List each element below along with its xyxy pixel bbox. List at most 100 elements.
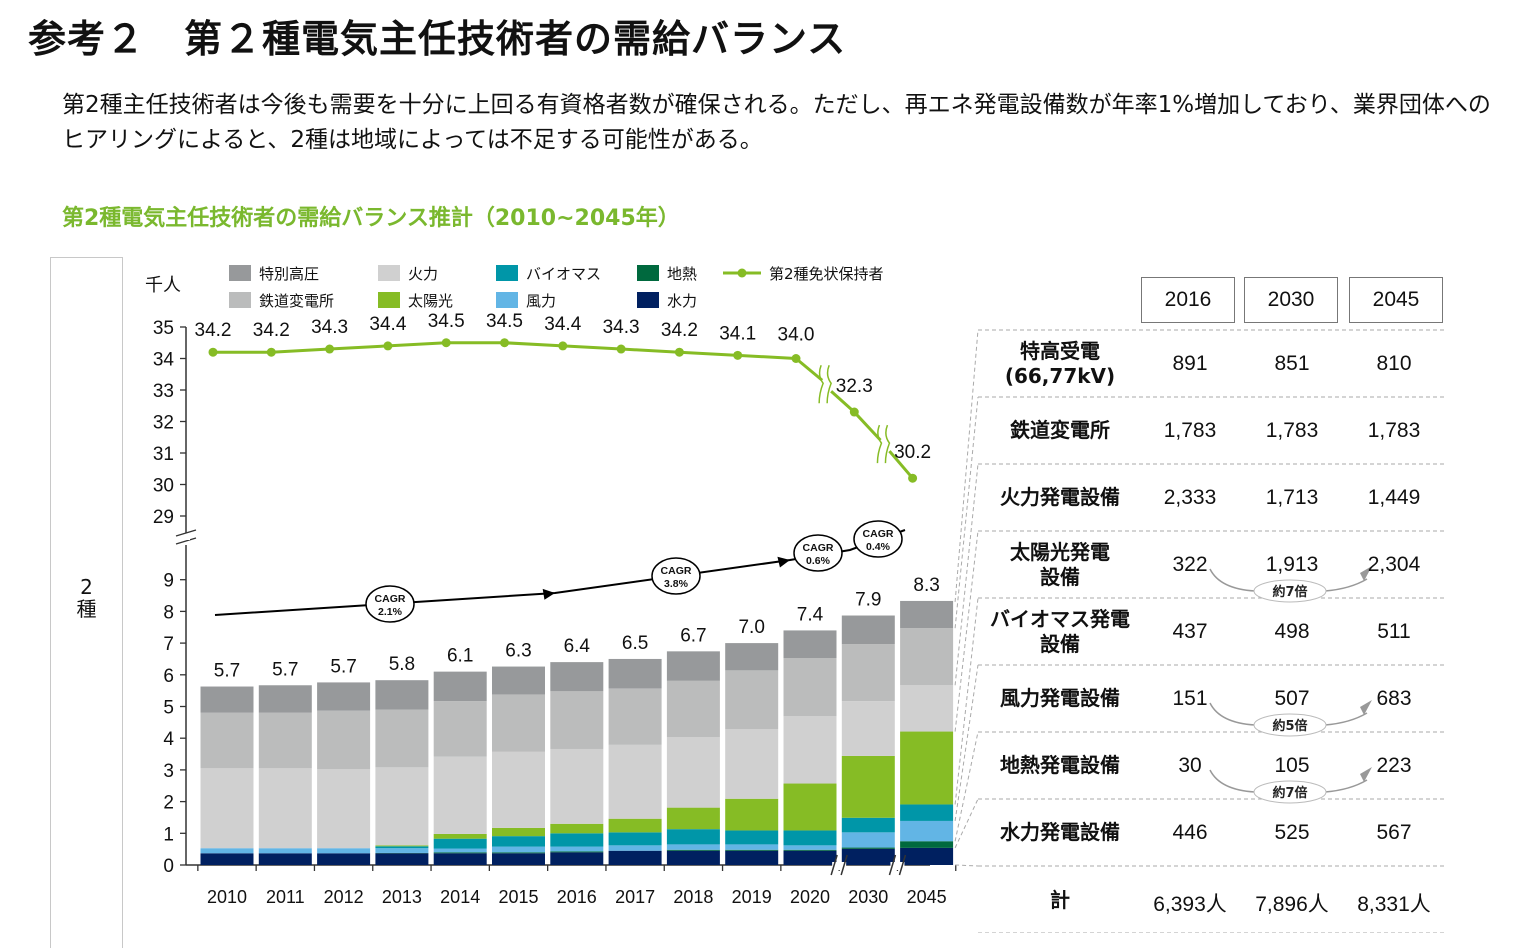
x-tick-label: 2020 [790, 887, 830, 907]
multiplier-label: 約7倍 [1272, 785, 1307, 801]
bar-segment-水力-2020 [784, 851, 837, 865]
line-break-mark [885, 425, 889, 463]
line-break-mark [877, 425, 881, 463]
bar-segment-風力-2018 [667, 844, 720, 849]
table-row-label: バイオマス発電 設備 [975, 607, 1145, 657]
bar-total-label: 8.3 [913, 575, 939, 596]
y-tick-label: 1 [163, 824, 174, 845]
line-point-2045 [908, 474, 917, 483]
cagr-value: 2.1% [378, 606, 403, 618]
bar-segment-鉄道変電所-2019 [725, 670, 778, 729]
bar-segment-風力-2045 [900, 821, 953, 841]
legend-swatch-水力 [637, 292, 659, 308]
bar-segment-風力-2013 [375, 848, 428, 853]
cagr-arrowhead [777, 555, 790, 568]
bar-segment-鉄道変電所-2045 [900, 628, 953, 685]
legend-swatch-バイオマス [496, 265, 518, 281]
bar-segment-風力-2017 [609, 845, 662, 850]
bar-segment-太陽光-2019 [725, 799, 778, 831]
bar-segment-風力-2012 [317, 848, 370, 853]
bar-segment-地熱-2014 [434, 852, 487, 853]
bar-segment-鉄道変電所-2016 [550, 691, 603, 749]
table-total-label: 計 [975, 888, 1145, 913]
bar-segment-火力-2045 [900, 685, 953, 731]
bar-total-label: 6.3 [505, 641, 531, 662]
bar-segment-風力-2014 [434, 849, 487, 853]
line-point-2014 [442, 338, 451, 347]
legend-label: 特別高圧 [259, 265, 319, 283]
bar-total-label: 7.9 [855, 590, 881, 611]
table-header-year: 2016 [1141, 277, 1235, 323]
bar-segment-火力-2010 [201, 768, 254, 848]
bar-total-label: 5.7 [272, 659, 298, 680]
table-cell: 511 [1344, 620, 1444, 644]
bar-segment-水力-2018 [667, 851, 720, 865]
bar-segment-火力-2016 [550, 749, 603, 824]
bar-segment-水力-2030 [842, 849, 895, 865]
table-cell: 322 [1140, 553, 1240, 577]
y-tick-label: 30 [153, 476, 174, 497]
y-tick-label: 4 [163, 729, 174, 750]
bar-segment-太陽光-2015 [492, 828, 545, 836]
bar-segment-太陽光-2045 [900, 732, 953, 805]
bar-segment-地熱-2018 [667, 850, 720, 851]
bar-segment-太陽光-2017 [609, 819, 662, 833]
y-tick-label: 33 [153, 381, 174, 402]
x-tick-label: 2010 [207, 887, 247, 907]
bar-segment-風力-2030 [842, 832, 895, 847]
bar-segment-太陽光-2013 [375, 845, 428, 846]
x-tick-label: 2013 [382, 887, 422, 907]
cagr-label: CAGR [863, 528, 894, 540]
line-value-label: 34.2 [195, 320, 232, 341]
bar-total-label: 7.0 [738, 617, 764, 638]
legend-swatch-風力 [496, 292, 518, 308]
bar-segment-特別高圧-2014 [434, 672, 487, 701]
legend-label: 水力 [667, 292, 697, 310]
bar-segment-特別高圧-2020 [784, 630, 837, 658]
bar-segment-水力-2015 [492, 853, 545, 865]
bar-segment-風力-2019 [725, 844, 778, 849]
bar-segment-バイオマス-2018 [667, 829, 720, 844]
x-tick-label: 2018 [673, 887, 713, 907]
table-total-cell: 7,896人 [1237, 888, 1347, 918]
bar-segment-特別高圧-2030 [842, 616, 895, 645]
bar-segment-火力-2012 [317, 769, 370, 848]
bar-segment-バイオマス-2030 [842, 818, 895, 833]
bar-segment-鉄道変電所-2014 [434, 701, 487, 756]
bar-segment-特別高圧-2012 [317, 682, 370, 710]
bar-segment-バイオマス-2016 [550, 833, 603, 846]
bar-segment-地熱-2015 [492, 852, 545, 853]
y-tick-label: 2 [163, 793, 174, 814]
bar-segment-バイオマス-2020 [784, 830, 837, 845]
bar-segment-火力-2018 [667, 737, 720, 807]
bar-total-label: 5.7 [214, 661, 240, 682]
bar-segment-鉄道変電所-2018 [667, 681, 720, 737]
y-tick-label: 35 [153, 318, 174, 339]
bar-segment-バイオマス-2017 [609, 832, 662, 845]
table-row-label: 火力発電設備 [975, 485, 1145, 510]
table-total-cell: 6,393人 [1135, 888, 1245, 918]
y-tick-label: 5 [163, 698, 174, 719]
bar-segment-火力-2020 [784, 716, 837, 784]
table-cell: 525 [1242, 821, 1342, 845]
line-point-2020 [792, 354, 801, 363]
bar-segment-地熱-2016 [550, 851, 603, 852]
bar-segment-水力-2014 [434, 853, 487, 865]
bar-total-label: 6.7 [680, 625, 706, 646]
y-axis-unit-label: 千人 [145, 275, 181, 296]
bar-segment-太陽光-2020 [784, 784, 837, 831]
y-tick-label: 9 [163, 571, 174, 592]
cagr-arrowhead [543, 588, 556, 600]
legend-label: 火力 [408, 265, 438, 283]
multiplier-arrow [1325, 579, 1367, 591]
multiplier-label: 約7倍 [1272, 584, 1307, 600]
bar-segment-火力-2015 [492, 752, 545, 828]
bar-segment-太陽光-2016 [550, 824, 603, 834]
cagr-value: 0.6% [806, 555, 831, 567]
bar-segment-鉄道変電所-2012 [317, 711, 370, 770]
bar-segment-太陽光-2018 [667, 808, 720, 830]
bar-segment-鉄道変電所-2010 [201, 713, 254, 769]
bar-segment-鉄道変電所-2011 [259, 713, 312, 769]
bar-segment-鉄道変電所-2013 [375, 710, 428, 768]
bar-segment-水力-2010 [201, 853, 254, 865]
